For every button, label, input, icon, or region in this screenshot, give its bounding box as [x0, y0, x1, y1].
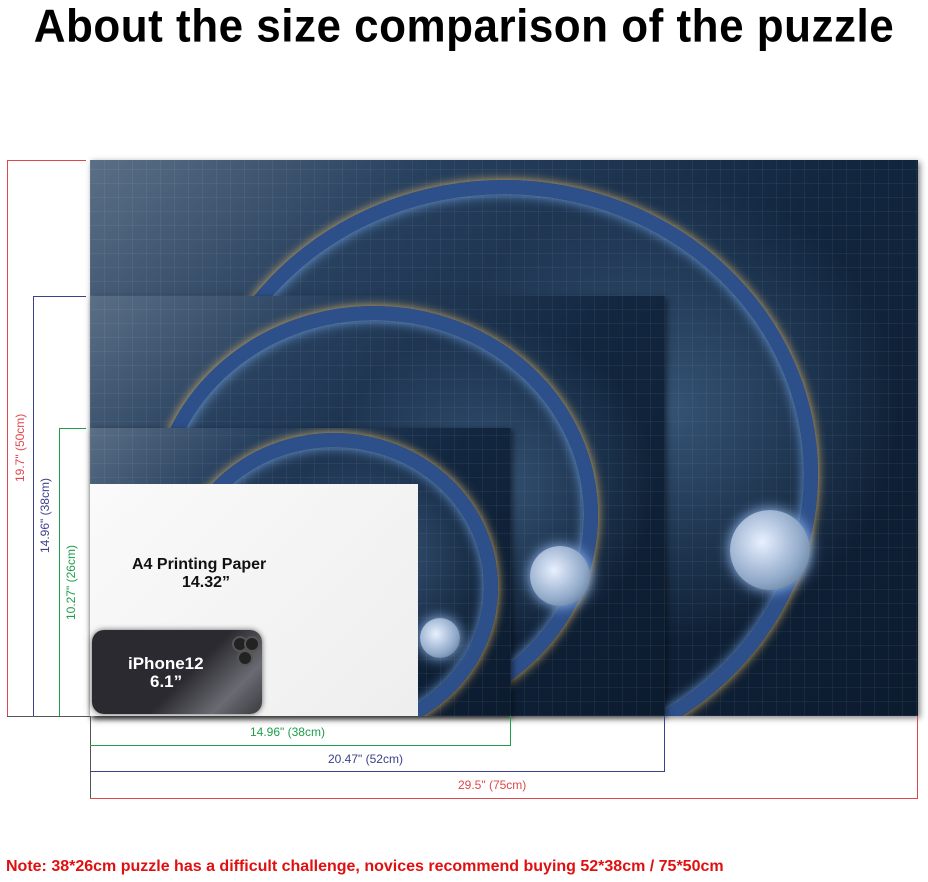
height-label-small: 10.27" (26cm) — [64, 545, 78, 620]
width-bracket-large — [90, 716, 918, 799]
iphone-label: iPhone12 — [128, 654, 204, 673]
baseline — [7, 716, 90, 717]
height-bracket-large — [7, 160, 86, 717]
width-label-small: 14.96" (38cm) — [250, 725, 325, 739]
iphone-image — [92, 630, 262, 714]
height-bracket-small — [59, 428, 86, 717]
a4-label: A4 Printing Paper — [132, 556, 267, 573]
a4-size: 14.32” — [182, 574, 231, 591]
height-label-medium: 14.96" (38cm) — [38, 478, 52, 553]
width-label-medium: 20.47" (52cm) — [328, 752, 403, 766]
camera-icon — [237, 650, 253, 666]
iphone-size: 6.1” — [150, 672, 183, 691]
height-bracket-medium — [33, 296, 86, 717]
width-bracket-small — [90, 716, 511, 746]
note-text: Note: 38*26cm puzzle has a difficult cha… — [6, 858, 724, 875]
width-label-large: 29.5" (75cm) — [458, 778, 527, 792]
left-edge-line — [90, 716, 91, 798]
width-bracket-medium — [90, 716, 665, 772]
camera-icon — [244, 636, 260, 652]
page-title: About the size comparison of the puzzle — [33, 0, 895, 53]
height-label-large: 19.7" (50cm) — [13, 413, 27, 482]
